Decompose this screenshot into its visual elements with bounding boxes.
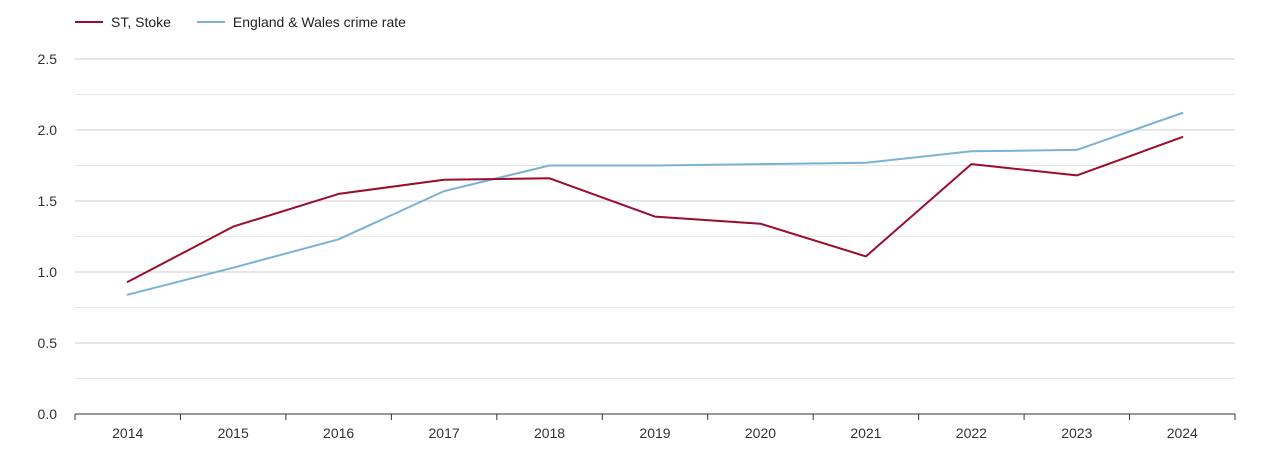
legend-swatch-stoke (75, 21, 103, 23)
x-tick-label: 2021 (850, 425, 881, 441)
data-point-stoke-2020[interactable] (757, 221, 763, 227)
x-tick-label: 2018 (534, 425, 565, 441)
data-point-stoke-2022[interactable] (968, 161, 974, 167)
x-tick-label: 2019 (639, 425, 670, 441)
x-tick-label: 2015 (218, 425, 249, 441)
data-point-stoke-2014[interactable] (125, 279, 131, 285)
legend-item-england-wales[interactable]: England & Wales crime rate (196, 14, 406, 30)
data-point-england-wales-2018[interactable] (547, 163, 553, 169)
data-point-england-wales-2023[interactable] (1074, 147, 1080, 153)
y-tick-label: 2.0 (38, 122, 58, 138)
x-tick-label: 2020 (745, 425, 776, 441)
data-point-england-wales-2024[interactable] (1179, 110, 1185, 116)
data-point-england-wales-2020[interactable] (757, 161, 763, 167)
legend: ST, Stoke England & Wales crime rate (75, 14, 406, 30)
x-tick-label: 2016 (323, 425, 354, 441)
y-tick-label: 0.0 (38, 406, 58, 422)
legend-swatch-england-wales (196, 21, 225, 23)
legend-label-stoke: ST, Stoke (111, 14, 171, 30)
series-line-stoke (126, 136, 1184, 283)
y-tick-label: 0.5 (38, 335, 58, 351)
data-point-england-wales-2017[interactable] (441, 188, 447, 194)
x-tick-label: 2023 (1061, 425, 1092, 441)
series-line-england-wales (126, 112, 1184, 296)
data-point-stoke-2023[interactable] (1074, 172, 1080, 178)
data-point-stoke-2016[interactable] (336, 191, 342, 197)
data-point-england-wales-2022[interactable] (968, 148, 974, 154)
legend-label-england-wales: England & Wales crime rate (232, 14, 406, 30)
data-point-england-wales-2016[interactable] (336, 236, 342, 242)
x-tick-label: 2017 (429, 425, 460, 441)
data-point-stoke-2017[interactable] (441, 177, 447, 183)
y-tick-label: 2.5 (38, 51, 58, 67)
data-point-england-wales-2019[interactable] (652, 163, 658, 169)
y-tick-label: 1.0 (38, 264, 58, 280)
y-tick-label: 1.5 (38, 193, 58, 209)
data-point-stoke-2018[interactable] (547, 175, 553, 181)
data-point-england-wales-2015[interactable] (230, 265, 236, 271)
data-point-stoke-2024[interactable] (1179, 134, 1185, 140)
data-point-stoke-2021[interactable] (863, 253, 869, 259)
data-point-england-wales-2021[interactable] (863, 160, 869, 166)
data-point-stoke-2019[interactable] (652, 214, 658, 220)
x-tick-label: 2024 (1167, 425, 1198, 441)
legend-item-stoke[interactable]: ST, Stoke (75, 14, 171, 30)
data-point-england-wales-2014[interactable] (125, 292, 131, 298)
x-tick-label: 2022 (956, 425, 987, 441)
data-point-stoke-2015[interactable] (230, 224, 236, 230)
x-tick-label: 2014 (112, 425, 143, 441)
